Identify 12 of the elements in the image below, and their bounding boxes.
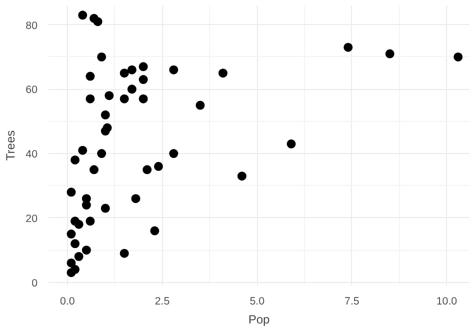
y-tick-label: 20 xyxy=(26,212,38,225)
x-tick-label: 0.0 xyxy=(60,296,75,308)
y-tick-label: 0 xyxy=(32,277,38,290)
x-tick-label: 10.0 xyxy=(436,296,458,308)
x-tick-label: 2.5 xyxy=(154,296,170,308)
y-axis-title: Trees xyxy=(4,130,18,161)
y-tick-label: 40 xyxy=(26,148,38,161)
x-tick-label: 5.0 xyxy=(250,296,265,308)
y-tick-label: 60 xyxy=(26,84,38,96)
x-tick-label: 7.5 xyxy=(344,296,360,308)
x-axis-title: Pop xyxy=(248,312,270,326)
y-tick-label: 80 xyxy=(26,20,38,32)
